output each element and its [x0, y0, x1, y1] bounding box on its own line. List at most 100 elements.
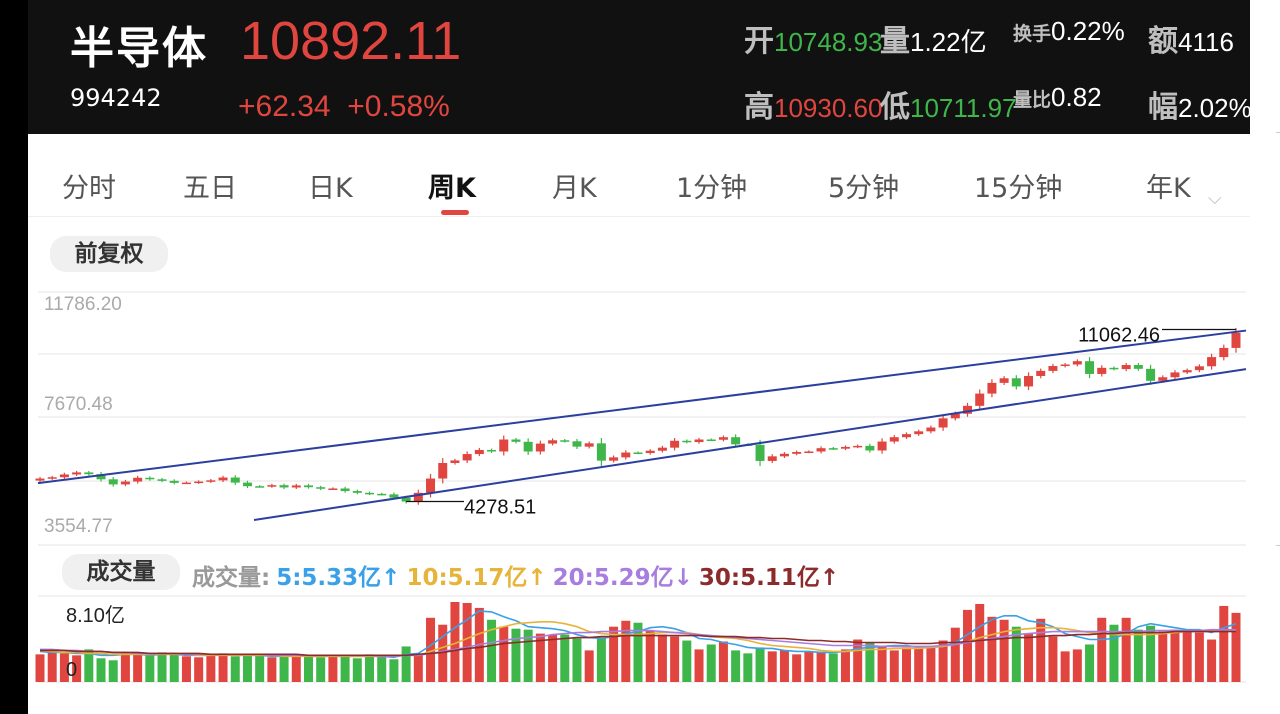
candle-body	[401, 497, 411, 502]
y-tick-label: 11786.20	[44, 294, 122, 315]
candle-body	[840, 446, 850, 449]
volume-bar	[377, 656, 387, 682]
volume-bar	[755, 647, 765, 682]
volume-bar	[560, 634, 570, 682]
tab-yearly-k[interactable]: 年K	[1146, 173, 1191, 204]
chevron-down-icon[interactable]: ⌵	[1208, 188, 1222, 209]
tab-monthly-k[interactable]: 月K	[552, 173, 597, 204]
volume-bar	[975, 603, 985, 682]
candle-body	[72, 472, 82, 475]
candle-body	[84, 472, 94, 475]
candle-body	[1121, 365, 1131, 370]
tab-five-day[interactable]: 五日	[183, 173, 237, 204]
volume-bar	[889, 650, 899, 682]
tab-weekly-k[interactable]: 周K	[428, 173, 476, 204]
volume-bar	[779, 650, 789, 682]
candle-body	[303, 485, 313, 488]
candle-body	[572, 441, 582, 447]
candle-body	[938, 418, 948, 428]
volume-bar	[963, 609, 973, 682]
tab-5-minute[interactable]: 5分钟	[828, 173, 900, 204]
legend-ma5: 5:5.33亿↑	[276, 565, 401, 591]
volume-bar	[413, 655, 423, 682]
volume-bar	[877, 646, 887, 682]
volume-bar	[633, 622, 643, 682]
candle-body	[242, 482, 252, 487]
volume-zero-label: 0	[66, 659, 77, 681]
candle-body	[1085, 361, 1095, 374]
candle-body	[328, 488, 338, 490]
volume-bar	[1097, 617, 1107, 682]
volume-bar	[1158, 631, 1168, 682]
candle-body	[535, 443, 545, 452]
stat-volume: 量1.22亿	[880, 16, 987, 60]
volume-bar	[426, 617, 436, 682]
candle-body	[584, 443, 594, 447]
volume-bar	[535, 633, 545, 682]
candle-body	[718, 437, 728, 440]
volume-bar	[438, 624, 448, 682]
min-annotation-label: 4278.51	[464, 497, 536, 519]
volume-bar	[487, 619, 497, 682]
candle-body	[1024, 375, 1034, 387]
volume-bar	[950, 627, 960, 682]
candle-body	[975, 393, 985, 406]
candle-body	[694, 439, 704, 443]
volume-bar	[108, 660, 118, 682]
tab-daily-k[interactable]: 日K	[308, 173, 353, 204]
candle-body	[804, 451, 814, 453]
volume-bar	[914, 648, 924, 682]
candle-body	[1011, 378, 1021, 387]
candle-body	[548, 440, 558, 444]
candle-body	[108, 479, 118, 485]
high-value: 10930.60	[774, 93, 883, 123]
max-annotation-label: 11062.46	[1078, 324, 1160, 346]
volume-bar	[792, 654, 802, 682]
legend-ma30: 30:5.11亿↑	[698, 565, 840, 591]
volume-bar	[181, 656, 191, 682]
volume-bar	[584, 650, 594, 682]
adjust-toggle[interactable]: 前复权	[50, 236, 168, 272]
candle-body	[157, 479, 167, 481]
volume-bar	[1109, 624, 1119, 682]
tab-1-minute[interactable]: 1分钟	[676, 173, 748, 204]
edge-tick	[1276, 132, 1280, 133]
candle-body	[1146, 368, 1156, 381]
volume-bar	[1072, 649, 1082, 682]
candle-body	[865, 445, 875, 451]
volume-bar	[645, 630, 655, 682]
tab-intraday[interactable]: 分时	[62, 173, 116, 204]
amount-label: 额	[1148, 24, 1178, 59]
volume-bar	[169, 653, 179, 682]
tab-15-minute[interactable]: 15分钟	[974, 173, 1063, 204]
volume-indicator-toggle[interactable]: 成交量	[62, 554, 180, 590]
candle-body	[316, 487, 326, 489]
volume-bar	[853, 639, 863, 682]
candle-body	[645, 450, 655, 454]
volume-bar	[828, 653, 838, 682]
volume-bar	[352, 658, 362, 682]
candle-body	[511, 439, 521, 442]
last-price: 10892.11	[240, 11, 462, 71]
volume-bar	[523, 629, 533, 682]
candle-body	[230, 477, 240, 483]
volume-bar	[926, 646, 936, 682]
volume-bar	[548, 634, 558, 682]
volume-bar	[218, 653, 228, 682]
candle-body	[963, 405, 973, 414]
volume-bar	[596, 637, 606, 682]
legend-ma10: 10:5.17亿↑	[406, 565, 547, 591]
candle-body	[1158, 377, 1168, 381]
candle-body	[438, 462, 448, 479]
volume-max-label: 8.10亿	[66, 604, 125, 627]
volume-bar	[47, 651, 57, 682]
volume-bar	[72, 655, 82, 682]
upper-channel-line	[37, 329, 1247, 485]
candle-body	[1060, 364, 1070, 367]
volume-bar	[1085, 644, 1095, 682]
candle-body	[120, 481, 130, 485]
right-edge	[1250, 0, 1280, 714]
volume-bar	[901, 647, 911, 682]
lower-channel-line	[253, 368, 1247, 521]
candle-body	[133, 477, 143, 482]
